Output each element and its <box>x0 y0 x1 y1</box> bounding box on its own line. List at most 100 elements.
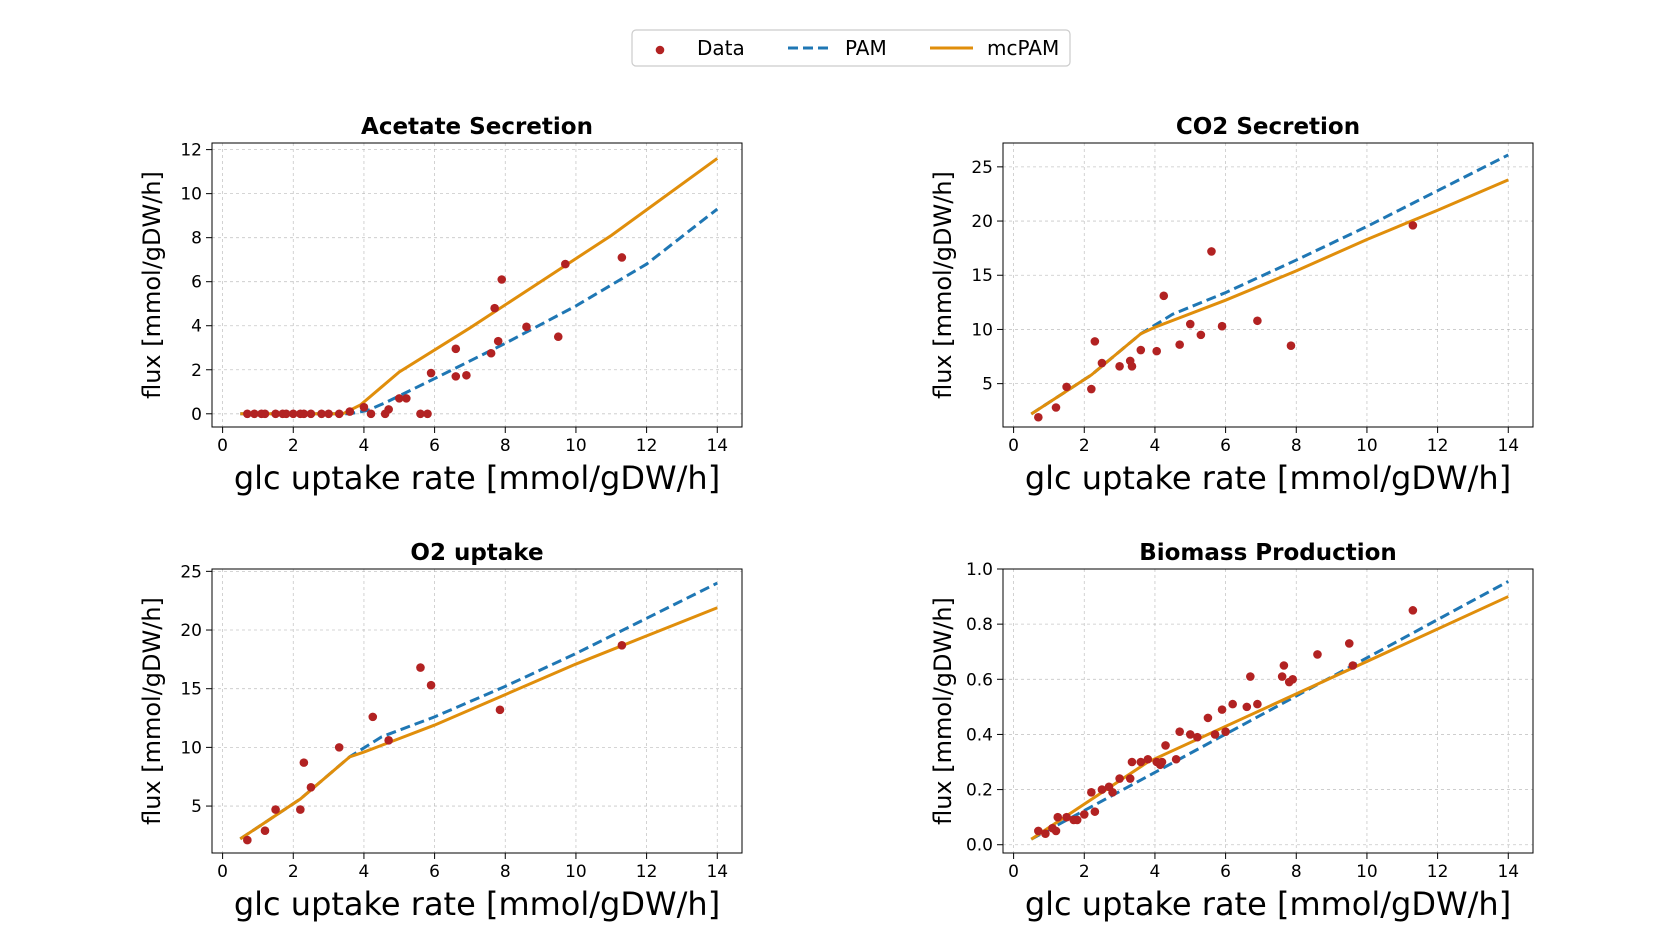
y-axis-label: flux [mmol/gDW/h] <box>929 597 957 825</box>
x-tick-label: 8 <box>1291 862 1302 882</box>
y-tick-label: 1.0 <box>966 560 993 580</box>
data-point <box>1277 672 1287 681</box>
data-point <box>334 409 344 419</box>
chart-title: Acetate Secretion <box>361 114 593 140</box>
data-point <box>495 705 505 715</box>
x-tick-label: 0 <box>217 436 228 456</box>
data-point <box>451 372 461 381</box>
data-point <box>1127 757 1137 767</box>
legend-item-mcpam: mcPAM <box>930 36 1059 60</box>
grid <box>1003 143 1533 427</box>
data-point <box>1072 815 1082 825</box>
y-tick-label: 0.2 <box>966 781 993 801</box>
data-point <box>617 253 627 262</box>
legend: Data PAM mcPAM <box>631 29 1071 67</box>
data-point <box>416 409 425 419</box>
data-point <box>1136 345 1146 355</box>
x-tick-label: 14 <box>706 862 728 882</box>
x-tick-label: 0 <box>1008 862 1019 882</box>
chart-title: CO2 Secretion <box>1176 114 1360 140</box>
data-point <box>1041 829 1050 838</box>
x-tick-label: 10 <box>565 862 587 882</box>
data-point <box>1108 788 1117 797</box>
data-point <box>1210 730 1220 739</box>
x-tick-label: 12 <box>636 862 658 882</box>
x-tick-label: 6 <box>429 862 440 882</box>
x-tick-label: 4 <box>1150 436 1161 456</box>
data-point <box>1203 713 1213 723</box>
data-point <box>260 826 270 836</box>
x-tick-label: 0 <box>217 862 228 882</box>
axes-frame <box>1002 568 1534 854</box>
data-point <box>497 275 507 284</box>
data-point <box>553 332 563 342</box>
data-point <box>1217 705 1227 714</box>
data-point <box>306 409 316 419</box>
data-point <box>1344 639 1354 648</box>
x-tick-label: 4 <box>359 436 370 456</box>
o2-uptake-panel: 0 2 4 6 8 10 12 14 5 10 15 20 25 O2 uptake glc uptake … <box>138 540 743 923</box>
data-point <box>1175 727 1184 736</box>
data-points <box>1034 606 1418 838</box>
data-point <box>1207 247 1216 256</box>
data-point <box>345 407 355 416</box>
axes-frame <box>1002 142 1534 428</box>
y-tick-label: 0.6 <box>966 670 993 690</box>
y-axis-label: flux [mmol/gDW/h] <box>138 597 166 825</box>
data-point <box>1127 361 1137 371</box>
data-point <box>1125 774 1135 783</box>
pam-line <box>240 207 719 416</box>
chart-title: Biomass Production <box>1139 540 1397 566</box>
data-point <box>1253 699 1262 709</box>
data-points <box>243 640 627 845</box>
y-tick-label: 8 <box>191 229 202 249</box>
data-point <box>384 736 393 745</box>
data-point <box>299 758 309 767</box>
x-tick-label: 10 <box>1356 436 1378 456</box>
y-tick-label: 5 <box>982 375 993 395</box>
x-tick-label: 10 <box>1356 862 1378 882</box>
data-point <box>359 402 369 412</box>
legend-label: PAM <box>845 36 887 60</box>
data-point <box>1097 358 1107 368</box>
x-tick-label: 6 <box>1220 436 1231 456</box>
data-point <box>1136 757 1146 767</box>
x-tick-label: 12 <box>1427 862 1449 882</box>
x-tick-label: 8 <box>500 862 511 882</box>
x-axis-label: glc uptake rate [mmol/gDW/h] <box>1025 459 1511 497</box>
data-point <box>1087 384 1096 394</box>
data-point <box>1115 774 1124 783</box>
data-point <box>1279 661 1289 670</box>
data-point <box>1408 606 1418 615</box>
data-point <box>1034 412 1043 422</box>
acetate-secretion-panel: 0 2 4 6 8 10 12 14 0 2 4 6 8 10 12 Acetate Secretion glc… <box>138 114 743 497</box>
data-point <box>1193 732 1202 742</box>
y-tick-label: 0.8 <box>966 615 993 635</box>
x-tick-label: 8 <box>500 436 511 456</box>
x-tick-label: 2 <box>288 436 299 456</box>
y-tick-label: 25 <box>971 158 993 178</box>
data-point <box>1175 340 1184 349</box>
mcpam-line <box>1030 595 1509 841</box>
data-point <box>1087 788 1096 797</box>
mcpam-line <box>240 157 719 416</box>
data-point <box>1062 382 1071 392</box>
data-point <box>281 409 291 419</box>
data-point <box>1196 330 1206 340</box>
grid <box>212 569 742 853</box>
data-point <box>1157 757 1167 767</box>
data-point <box>1159 291 1169 301</box>
data-point <box>1221 727 1230 736</box>
data-point <box>324 409 333 419</box>
data-point <box>486 348 496 358</box>
x-tick-label: 4 <box>359 862 370 882</box>
data-point <box>260 409 270 419</box>
y-tick-label: 0.4 <box>966 725 993 745</box>
x-tick-label: 12 <box>636 436 658 456</box>
legend-item-pam: PAM <box>788 36 887 60</box>
data-point <box>490 303 499 313</box>
data-point <box>1090 337 1100 346</box>
x-tick-label: 14 <box>1497 436 1519 456</box>
data-point <box>299 409 309 419</box>
